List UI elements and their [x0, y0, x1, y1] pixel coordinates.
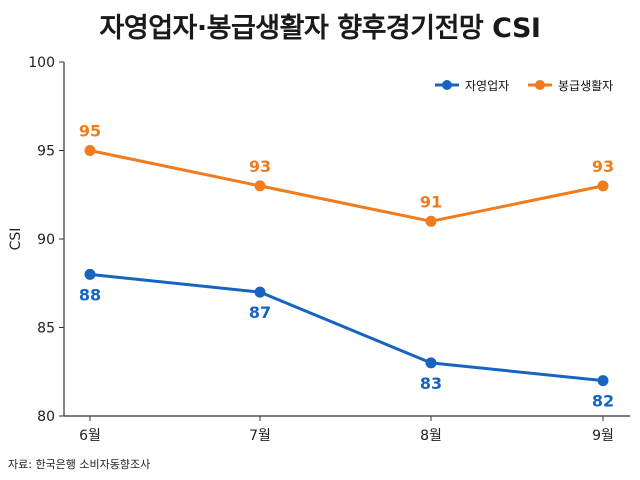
legend-marker — [442, 80, 452, 90]
legend-item: 봉급생활자 — [528, 79, 613, 93]
data-point — [84, 268, 96, 280]
data-label: 83 — [420, 374, 442, 393]
legend-marker — [535, 80, 545, 90]
legend-label: 자영업자 — [465, 79, 509, 93]
data-label: 87 — [249, 303, 271, 322]
y-tick-label: 90 — [37, 232, 55, 248]
source-note: 자료: 한국은행 소비자동향조사 — [8, 458, 151, 471]
x-tick-label: 9월 — [592, 428, 614, 444]
y-tick-label: 95 — [37, 144, 55, 160]
data-label: 95 — [79, 122, 101, 141]
data-point — [425, 215, 437, 227]
y-tick-label: 85 — [37, 321, 55, 337]
series-self-employed: 88 87 83 82 — [79, 268, 614, 411]
y-tick-label: 80 — [37, 409, 55, 425]
data-label: 93 — [249, 157, 271, 176]
data-point — [597, 180, 609, 192]
y-axis-label: CSI — [8, 228, 24, 251]
data-point — [254, 286, 266, 298]
series-layer: 88 87 83 82 95 93 91 93 — [79, 122, 614, 411]
x-tick-label: 6월 — [79, 428, 101, 444]
series-line — [89, 149, 604, 223]
data-point — [84, 145, 96, 156]
data-label: 88 — [79, 285, 101, 304]
data-label: 82 — [592, 392, 614, 411]
data-point — [425, 357, 437, 369]
series-salaried: 95 93 91 93 — [79, 122, 614, 227]
series-line — [89, 272, 604, 383]
data-point — [254, 180, 266, 192]
data-label: 91 — [420, 192, 442, 211]
x-tick-label: 8월 — [420, 428, 442, 444]
axes: 80 85 90 95 100 6월 7월 8월 9월 CSI — [8, 55, 630, 444]
data-point — [597, 375, 609, 387]
data-label: 93 — [592, 157, 614, 176]
legend-item: 자영업자 — [435, 79, 509, 93]
x-tick-label: 7월 — [249, 428, 271, 444]
legend-label: 봉급생활자 — [558, 79, 613, 93]
chart-title: 자영업자·봉급생활자 향후경기전망 CSI — [99, 13, 541, 44]
legend: 자영업자 봉급생활자 — [435, 79, 613, 93]
y-tick-label: 100 — [28, 55, 55, 71]
